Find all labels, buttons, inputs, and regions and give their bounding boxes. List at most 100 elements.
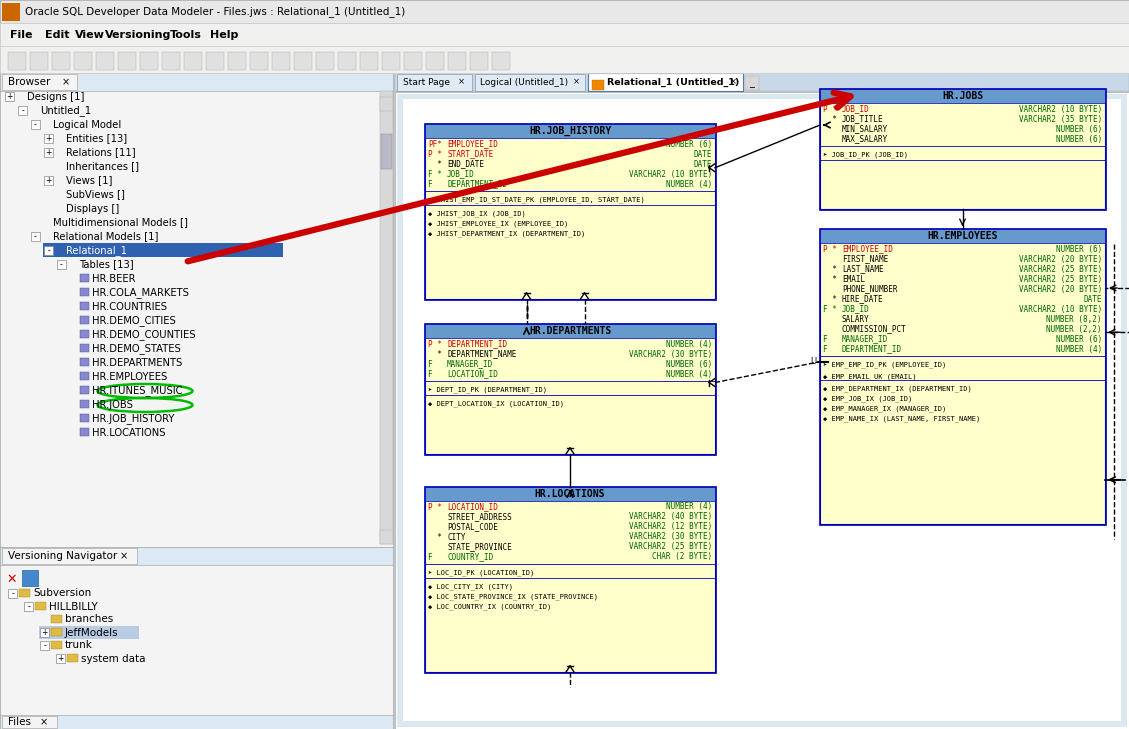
Bar: [80, 414, 89, 422]
Text: NUMBER (4): NUMBER (4): [1056, 345, 1102, 354]
Text: MIN_SALARY: MIN_SALARY: [842, 125, 889, 133]
Text: +: +: [45, 134, 52, 143]
Bar: [395, 92, 1129, 729]
Bar: [2, 3, 20, 21]
Text: HR.ITUNES_MUSIC: HR.ITUNES_MUSIC: [91, 385, 183, 396]
Bar: [470, 52, 488, 70]
Bar: [80, 274, 89, 282]
Bar: [228, 52, 246, 70]
Text: ×: ×: [574, 77, 580, 87]
Bar: [44, 134, 53, 143]
Text: FIRST_NAME: FIRST_NAME: [842, 254, 889, 263]
Text: VARCHAR2 (35 BYTE): VARCHAR2 (35 BYTE): [1018, 114, 1102, 123]
Bar: [75, 52, 91, 70]
Text: HR.JOBS: HR.JOBS: [91, 399, 133, 410]
Bar: [397, 74, 472, 91]
Text: -: -: [47, 246, 50, 255]
Text: Inheritances []: Inheritances []: [65, 162, 139, 171]
Text: Designs [1]: Designs [1]: [27, 92, 85, 101]
Text: Versioning: Versioning: [105, 30, 172, 40]
Text: Relational Models [1]: Relational Models [1]: [53, 232, 158, 241]
Text: JOB_ID: JOB_ID: [842, 104, 869, 114]
Text: Displays []: Displays []: [65, 203, 120, 214]
Text: F: F: [428, 179, 441, 189]
Bar: [80, 288, 89, 296]
Text: END_DATE: END_DATE: [447, 160, 484, 168]
Text: ◆ EMP_NAME_IX (LAST_NAME, FIRST_NAME): ◆ EMP_NAME_IX (LAST_NAME, FIRST_NAME): [823, 416, 980, 422]
Bar: [0, 715, 393, 729]
Bar: [21, 570, 38, 586]
Bar: [403, 99, 1121, 721]
Bar: [0, 46, 1129, 73]
Bar: [40, 628, 49, 637]
Text: F *: F *: [823, 305, 837, 313]
Bar: [492, 52, 510, 70]
Bar: [745, 76, 759, 90]
Bar: [19, 589, 30, 597]
Text: CHAR (2 BYTE): CHAR (2 BYTE): [651, 553, 712, 561]
Text: Entities [13]: Entities [13]: [65, 133, 128, 144]
Text: ➤ JHIST_EMP_ID_ST_DATE_PK (EMPLOYEE_ID, START_DATE): ➤ JHIST_EMP_ID_ST_DATE_PK (EMPLOYEE_ID, …: [428, 197, 645, 203]
Text: ×: ×: [120, 551, 128, 561]
Bar: [820, 229, 1105, 524]
Text: Multidimensional Models []: Multidimensional Models []: [53, 217, 187, 227]
Text: *: *: [823, 265, 837, 273]
Text: HR.EMPLOYEES: HR.EMPLOYEES: [927, 231, 998, 241]
Text: MAX_SALARY: MAX_SALARY: [842, 134, 889, 144]
Text: PF*: PF*: [428, 139, 441, 149]
Text: VARCHAR2 (20 BYTE): VARCHAR2 (20 BYTE): [1018, 284, 1102, 294]
Text: ◆ EMP_EMAIL_UK (EMAIL): ◆ EMP_EMAIL_UK (EMAIL): [823, 374, 917, 381]
Text: *: *: [823, 275, 837, 284]
Bar: [425, 487, 715, 501]
Text: Subversion: Subversion: [33, 588, 91, 599]
Bar: [80, 302, 89, 310]
Bar: [425, 487, 715, 672]
Text: START_DATE: START_DATE: [447, 149, 493, 158]
Text: F: F: [428, 553, 441, 561]
Text: HR.DEMO_CITIES: HR.DEMO_CITIES: [91, 315, 176, 326]
Text: EMAIL: EMAIL: [842, 275, 865, 284]
Text: -: -: [27, 602, 29, 611]
Text: NUMBER (6): NUMBER (6): [1056, 134, 1102, 144]
Bar: [2, 548, 137, 564]
Bar: [184, 52, 202, 70]
Bar: [80, 330, 89, 338]
Text: P *: P *: [428, 502, 441, 512]
Text: NUMBER (4): NUMBER (4): [666, 370, 712, 378]
Text: system data: system data: [81, 653, 146, 663]
Text: _: _: [750, 78, 754, 88]
Text: STATE_PROVINCE: STATE_PROVINCE: [447, 542, 511, 552]
Bar: [592, 80, 604, 90]
Text: ➤ LOC_ID_PK (LOCATION_ID): ➤ LOC_ID_PK (LOCATION_ID): [428, 569, 534, 577]
Bar: [397, 94, 1127, 727]
Text: Browser: Browser: [8, 77, 51, 87]
Text: P *: P *: [823, 104, 837, 114]
Bar: [80, 316, 89, 324]
Text: ◆ EMP_DEPARTMENT_IX (DEPARTMENT_ID): ◆ EMP_DEPARTMENT_IX (DEPARTMENT_ID): [823, 386, 972, 392]
Text: *: *: [823, 114, 837, 123]
Text: NUMBER (6): NUMBER (6): [1056, 335, 1102, 343]
Bar: [360, 52, 378, 70]
Text: ◆ LOC_STATE_PROVINCE_IX (STATE_PROVINCE): ◆ LOC_STATE_PROVINCE_IX (STATE_PROVINCE): [428, 593, 598, 600]
Bar: [2, 716, 56, 728]
Text: SubViews []: SubViews []: [65, 190, 125, 200]
Text: -: -: [34, 232, 37, 241]
Text: EMPLOYEE_ID: EMPLOYEE_ID: [842, 244, 893, 254]
Text: HR.LOCATIONS: HR.LOCATIONS: [91, 427, 166, 437]
Bar: [40, 626, 139, 639]
Text: COMMISSION_PCT: COMMISSION_PCT: [842, 324, 907, 333]
Text: *: *: [428, 532, 441, 542]
Text: U: U: [809, 357, 816, 366]
Bar: [44, 148, 53, 157]
Text: NUMBER (2,2): NUMBER (2,2): [1047, 324, 1102, 333]
Text: *: *: [428, 160, 441, 168]
Text: F *: F *: [428, 170, 441, 179]
Bar: [30, 232, 40, 241]
Bar: [0, 23, 1129, 46]
Text: DEPARTMENT_ID: DEPARTMENT_ID: [447, 340, 507, 348]
Text: F: F: [823, 345, 837, 354]
Text: ◆ LOC_CITY_IX (CITY): ◆ LOC_CITY_IX (CITY): [428, 584, 513, 590]
Text: +: +: [58, 654, 63, 663]
Bar: [380, 530, 393, 544]
Bar: [380, 91, 393, 544]
